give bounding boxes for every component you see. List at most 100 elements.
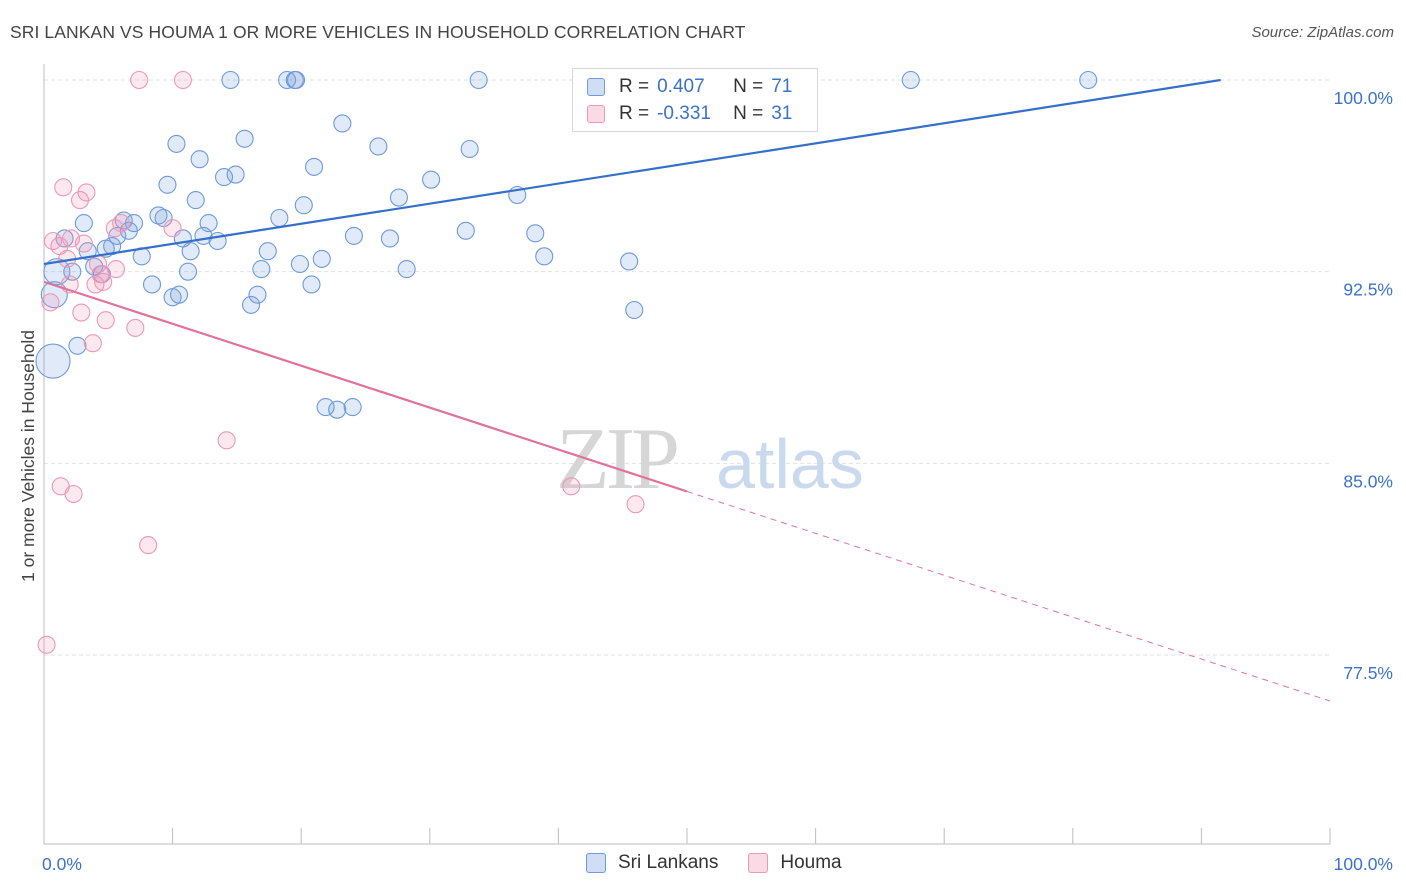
legend-n-label: N = — [733, 76, 764, 97]
point-sri-lankans[interactable] — [343, 398, 362, 417]
point-sri-lankans[interactable] — [302, 275, 321, 294]
point-sri-lankans[interactable] — [258, 242, 277, 261]
legend-swatch-houma — [587, 105, 605, 123]
point-sri-lankans[interactable] — [74, 214, 93, 233]
legend-n-value: 71 — [771, 76, 793, 97]
point-houma[interactable] — [94, 272, 113, 291]
point-sri-lankans[interactable] — [422, 170, 441, 189]
point-houma[interactable] — [96, 311, 115, 330]
point-sri-lankans[interactable] — [199, 214, 218, 233]
point-sri-lankans[interactable] — [294, 196, 313, 215]
correlation-legend: R = 0.407 N = 71 R = -0.331 N = 31 — [572, 68, 818, 132]
point-sri-lankans[interactable] — [625, 300, 644, 320]
legend-r-value: -0.331 — [657, 103, 711, 124]
point-sri-lankans[interactable] — [226, 165, 245, 184]
point-houma[interactable] — [106, 260, 126, 279]
legend-r-label: R = — [619, 76, 650, 97]
y-tick-label: 85.0% — [1343, 471, 1393, 491]
point-houma[interactable] — [72, 303, 91, 322]
point-sri-lankans[interactable] — [389, 188, 408, 207]
point-sri-lankans[interactable] — [380, 229, 399, 248]
point-sri-lankans[interactable] — [1079, 70, 1098, 90]
point-sri-lankans[interactable] — [221, 70, 240, 90]
point-sri-lankans[interactable] — [316, 398, 335, 417]
series-legend: Sri Lankans Houma — [586, 852, 872, 874]
point-sri-lankans[interactable] — [142, 275, 162, 294]
point-sri-lankans[interactable] — [68, 336, 87, 355]
point-sri-lankans[interactable] — [214, 168, 234, 187]
legend-n-value: 31 — [771, 103, 793, 124]
point-sri-lankans[interactable] — [369, 137, 388, 156]
point-sri-lankans[interactable] — [397, 260, 416, 279]
point-houma[interactable] — [83, 334, 102, 353]
y-tick-label: 100.0% — [1334, 88, 1393, 108]
y-axis-label: 1 or more Vehicles in Household — [18, 330, 38, 582]
point-sri-lankans[interactable] — [169, 285, 189, 304]
point-sri-lankans[interactable] — [526, 224, 545, 243]
point-sri-lankans[interactable] — [305, 157, 324, 176]
point-houma[interactable] — [54, 178, 73, 197]
point-sri-lankans[interactable] — [190, 150, 209, 169]
point-sri-lankans[interactable] — [248, 285, 267, 304]
point-houma[interactable] — [163, 219, 182, 238]
point-sri-lankans[interactable] — [158, 175, 177, 194]
point-sri-lankans[interactable] — [167, 134, 186, 153]
point-sri-lankans[interactable] — [124, 214, 144, 233]
series-label-sri-lankans: Sri Lankans — [618, 852, 719, 873]
legend-r-value: 0.407 — [657, 76, 705, 97]
zipatlas-watermark: ZIP atlas — [556, 411, 864, 508]
y-tick-label: 77.5% — [1343, 663, 1393, 683]
point-sri-lankans[interactable] — [460, 139, 479, 159]
point-sri-lankans[interactable] — [328, 400, 347, 419]
point-houma[interactable] — [41, 293, 60, 312]
point-houma[interactable] — [37, 635, 56, 654]
point-houma[interactable] — [74, 234, 93, 253]
point-houma[interactable] — [173, 70, 192, 90]
point-houma[interactable] — [64, 484, 83, 504]
point-houma[interactable] — [112, 214, 131, 233]
trend-line-houma — [43, 280, 688, 493]
point-houma[interactable] — [562, 477, 581, 496]
trend-line-houma-dashed — [686, 490, 1331, 702]
point-sri-lankans[interactable] — [469, 70, 488, 90]
point-sri-lankans[interactable] — [901, 70, 920, 90]
series-legend-houma[interactable]: Houma — [748, 852, 842, 874]
point-houma[interactable] — [217, 431, 236, 450]
point-houma[interactable] — [139, 536, 158, 555]
point-houma[interactable] — [626, 495, 645, 514]
point-houma[interactable] — [70, 191, 90, 210]
point-sri-lankans[interactable] — [252, 260, 271, 279]
point-sri-lankans[interactable] — [287, 70, 306, 90]
point-sri-lankans[interactable] — [149, 206, 168, 225]
point-sri-lankans[interactable] — [290, 254, 309, 274]
point-sri-lankans[interactable] — [154, 208, 173, 228]
point-sri-lankans[interactable] — [535, 247, 554, 266]
point-houma[interactable] — [130, 70, 149, 90]
point-houma[interactable] — [126, 318, 145, 337]
series-legend-sri-lankans[interactable]: Sri Lankans — [586, 852, 718, 874]
point-sri-lankans[interactable] — [103, 237, 122, 256]
point-sri-lankans[interactable] — [186, 191, 205, 210]
watermark-atlas: atlas — [716, 425, 864, 503]
point-sri-lankans[interactable] — [620, 252, 639, 271]
point-sri-lankans[interactable] — [333, 114, 352, 133]
point-sri-lankans[interactable] — [235, 129, 254, 148]
point-sri-lankans[interactable] — [241, 295, 261, 314]
legend-row-sri-lankans: R = 0.407 N = 71 — [587, 74, 792, 100]
point-sri-lankans[interactable] — [270, 208, 289, 228]
tick-labels: 100.0% 92.5% 85.0% 77.5% 0.0% 100.0% — [42, 88, 1393, 874]
point-sri-lankans[interactable] — [181, 242, 200, 261]
axes — [43, 64, 1331, 845]
legend-r-label: R = — [619, 103, 650, 124]
point-sri-lankans[interactable] — [312, 249, 331, 268]
chart-title: SRI LANKAN VS HOUMA 1 OR MORE VEHICLES I… — [10, 22, 746, 42]
point-sri-lankans[interactable] — [344, 226, 363, 245]
point-sri-lankans[interactable] — [456, 221, 475, 240]
point-houma[interactable] — [77, 183, 96, 202]
y-tick-label: 92.5% — [1343, 280, 1393, 300]
point-sri-lankans[interactable] — [35, 343, 71, 379]
point-sri-lankans[interactable] — [178, 262, 198, 281]
legend-row-houma: R = -0.331 N = 31 — [587, 101, 792, 127]
series-swatch-houma — [748, 853, 769, 873]
